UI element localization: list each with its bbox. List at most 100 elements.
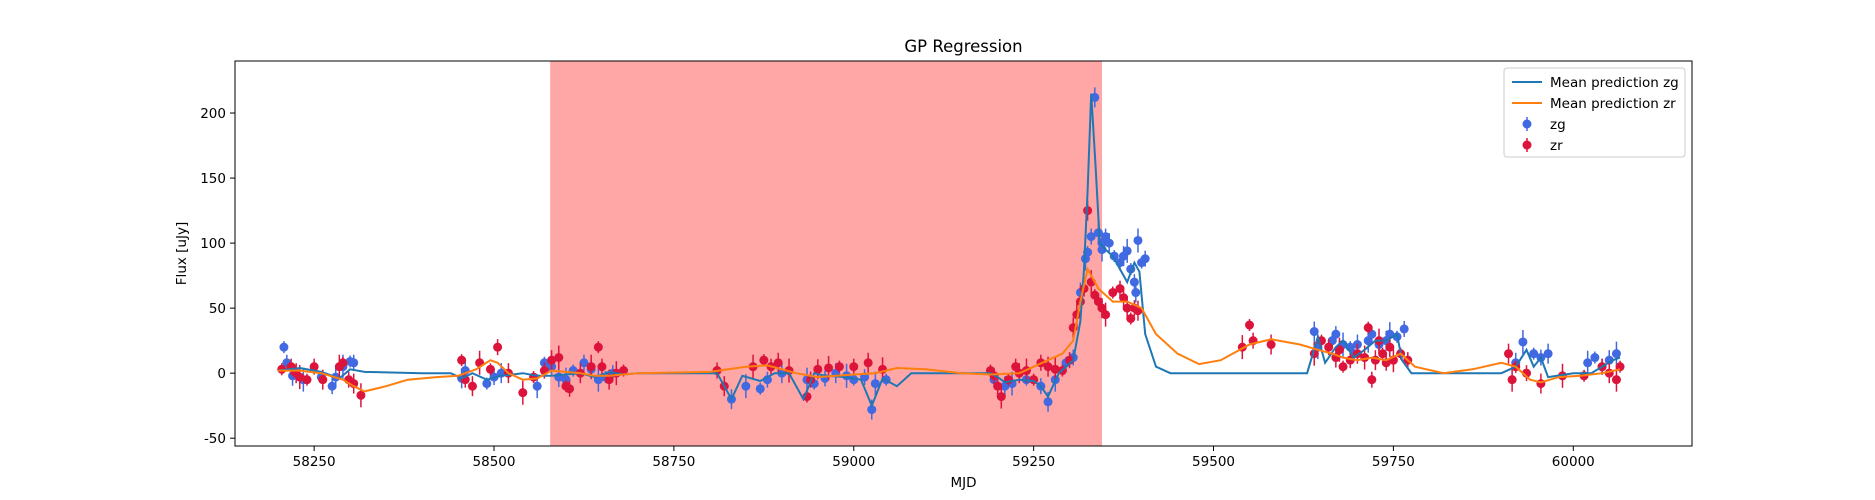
x-axis-label: MJD bbox=[950, 475, 976, 491]
mean-prediction-zg-line bbox=[278, 93, 1621, 409]
x-tick-label: 59250 bbox=[1012, 454, 1055, 470]
zr-point bbox=[1507, 375, 1517, 385]
zr-point bbox=[1266, 340, 1276, 350]
zg-point bbox=[1131, 288, 1141, 298]
zr-point bbox=[863, 358, 873, 368]
zr-point bbox=[457, 355, 467, 365]
mean-prediction-zr-line bbox=[278, 266, 1621, 393]
zr-point bbox=[586, 362, 596, 372]
x-tick-label: 59750 bbox=[1372, 454, 1415, 470]
x-tick-label: 58500 bbox=[473, 454, 516, 470]
y-tick-label: 50 bbox=[209, 301, 226, 317]
zr-point bbox=[1245, 320, 1255, 330]
zr-point bbox=[1363, 323, 1373, 333]
zr-point bbox=[993, 381, 1003, 391]
zr-point bbox=[1043, 362, 1053, 372]
zr-point bbox=[996, 392, 1006, 402]
zr-point bbox=[565, 384, 575, 394]
axis-ticks: 58250 58500 58750 59000 59250 59500 59750 60000… bbox=[200, 106, 1595, 470]
zg-point bbox=[1529, 349, 1539, 359]
zg-point bbox=[1604, 355, 1614, 365]
zg-point bbox=[349, 358, 359, 368]
zg-point bbox=[1043, 397, 1053, 407]
zg-point bbox=[1140, 254, 1150, 264]
zr-point bbox=[1115, 284, 1125, 294]
x-tick-label: 59500 bbox=[1192, 454, 1235, 470]
y-tick-label: 150 bbox=[200, 171, 226, 187]
zr-point bbox=[1108, 288, 1118, 298]
legend: Mean prediction zg Mean prediction zr zg… bbox=[1503, 67, 1686, 158]
legend-label-zr-line: Mean prediction zr bbox=[1550, 96, 1676, 112]
zg-point bbox=[561, 375, 571, 385]
zr-point bbox=[813, 364, 823, 374]
zr-point bbox=[824, 363, 834, 373]
zr-point bbox=[1050, 364, 1060, 374]
zr-point bbox=[1122, 303, 1132, 313]
zg-point bbox=[1122, 246, 1132, 256]
zr-point bbox=[593, 342, 603, 352]
legend-label-zg: zg bbox=[1550, 117, 1566, 133]
legend-box bbox=[1503, 67, 1686, 158]
zg-point bbox=[532, 381, 542, 391]
chart-title: GP Regression bbox=[904, 37, 1022, 56]
zr-point bbox=[1504, 349, 1514, 359]
zg-point bbox=[1309, 327, 1319, 337]
zr-point bbox=[1338, 362, 1348, 372]
zg-point bbox=[279, 342, 289, 352]
zr-point bbox=[1119, 293, 1129, 303]
y-axis-label: Flux [uJy] bbox=[174, 222, 190, 285]
legend-marker-zg bbox=[1522, 117, 1532, 131]
zg-point bbox=[1133, 235, 1143, 245]
zr-point bbox=[1324, 342, 1334, 352]
zr-point bbox=[554, 353, 564, 363]
zr-point bbox=[295, 372, 305, 382]
zr-point bbox=[619, 366, 629, 376]
zg-point bbox=[867, 405, 877, 415]
x-tick-label: 60000 bbox=[1552, 454, 1595, 470]
shaded-region bbox=[550, 61, 1103, 446]
x-tick-label: 58250 bbox=[293, 454, 336, 470]
zr-point bbox=[604, 375, 614, 385]
zr-point bbox=[1611, 375, 1621, 385]
zr-point bbox=[518, 388, 528, 398]
legend-dot bbox=[1522, 140, 1532, 150]
zg-point bbox=[1590, 353, 1600, 363]
zr-point bbox=[1334, 345, 1344, 355]
plot-area: 58250 58500 58750 59000 59250 59500 59750 60000… bbox=[200, 60, 1693, 470]
zg-point bbox=[1518, 337, 1528, 347]
legend-marker-zr bbox=[1522, 138, 1532, 152]
legend-label-zg-line: Mean prediction zg bbox=[1550, 75, 1679, 91]
zg-point bbox=[741, 381, 751, 391]
zr-point bbox=[302, 375, 312, 385]
zr-point bbox=[493, 342, 503, 352]
zr-point bbox=[1101, 310, 1111, 320]
zg-point bbox=[1611, 349, 1621, 359]
zr-point bbox=[759, 355, 769, 365]
zg-point bbox=[1543, 349, 1553, 359]
y-tick-label: 100 bbox=[200, 236, 226, 252]
y-tick-label: 200 bbox=[200, 106, 226, 122]
zr-point bbox=[834, 362, 844, 372]
zg-point bbox=[1109, 251, 1119, 261]
zg-point bbox=[1331, 329, 1341, 339]
zr-point bbox=[597, 362, 607, 372]
zr-point bbox=[547, 355, 557, 365]
zr-point bbox=[849, 362, 859, 372]
zr-point bbox=[356, 390, 366, 400]
y-tick-label: -50 bbox=[204, 431, 226, 447]
zr-point bbox=[1385, 342, 1395, 352]
zr-point bbox=[338, 358, 348, 368]
x-tick-label: 59000 bbox=[832, 454, 875, 470]
zr-point bbox=[1126, 314, 1136, 324]
zr-point bbox=[1367, 375, 1377, 385]
zg-point bbox=[1104, 238, 1114, 248]
plot-frame bbox=[234, 60, 1693, 447]
zr-point bbox=[318, 375, 328, 385]
zg-point bbox=[1583, 358, 1593, 368]
zr-point bbox=[1378, 349, 1388, 359]
legend-dot bbox=[1522, 119, 1532, 129]
x-tick-label: 58750 bbox=[652, 454, 695, 470]
zg-point bbox=[579, 358, 589, 368]
zr-point bbox=[467, 381, 477, 391]
